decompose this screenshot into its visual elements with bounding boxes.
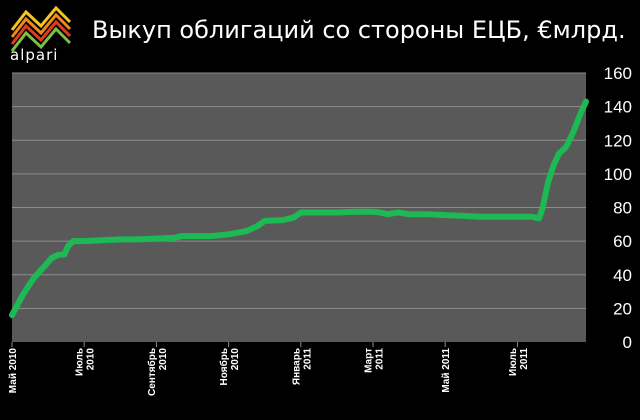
y-tick-label: 0 — [623, 333, 632, 352]
x-axis-ticks: Май 2010 Июль2010 Сентябрь2010 Ноябрь2010 Ян… — [8, 342, 530, 396]
y-tick-label: 100 — [604, 165, 632, 184]
x-tick-label: Май 2010 — [8, 348, 19, 394]
y-tick-label: 20 — [613, 299, 632, 318]
y-tick-label: 140 — [604, 98, 632, 117]
y-tick-label: 60 — [613, 232, 632, 251]
x-tick-label: Май 2011 — [441, 348, 452, 393]
y-tick-label: 80 — [613, 199, 632, 218]
y-tick-label: 40 — [613, 266, 632, 285]
chart-title: Выкуп облигаций со стороны ЕЦБ, €млрд. — [92, 16, 626, 44]
x-tick-label: Июль2011 — [508, 348, 530, 376]
x-tick-label: Март2011 — [364, 348, 386, 373]
x-tick-label: Сентябрь2010 — [146, 348, 169, 396]
alpari-logo-icon — [10, 5, 72, 52]
y-tick-label: 160 — [604, 64, 632, 83]
x-tick-label: Январь2011 — [291, 348, 313, 385]
x-tick-label: Июль2010 — [75, 348, 97, 376]
logo-text: alpari — [10, 46, 59, 64]
y-tick-label: 120 — [604, 131, 632, 150]
series-line — [9, 98, 589, 319]
y-axis-ticks: 0 20 40 60 80 100 120 140 160 — [604, 64, 632, 352]
x-tick-label: Ноябрь2010 — [218, 348, 241, 386]
